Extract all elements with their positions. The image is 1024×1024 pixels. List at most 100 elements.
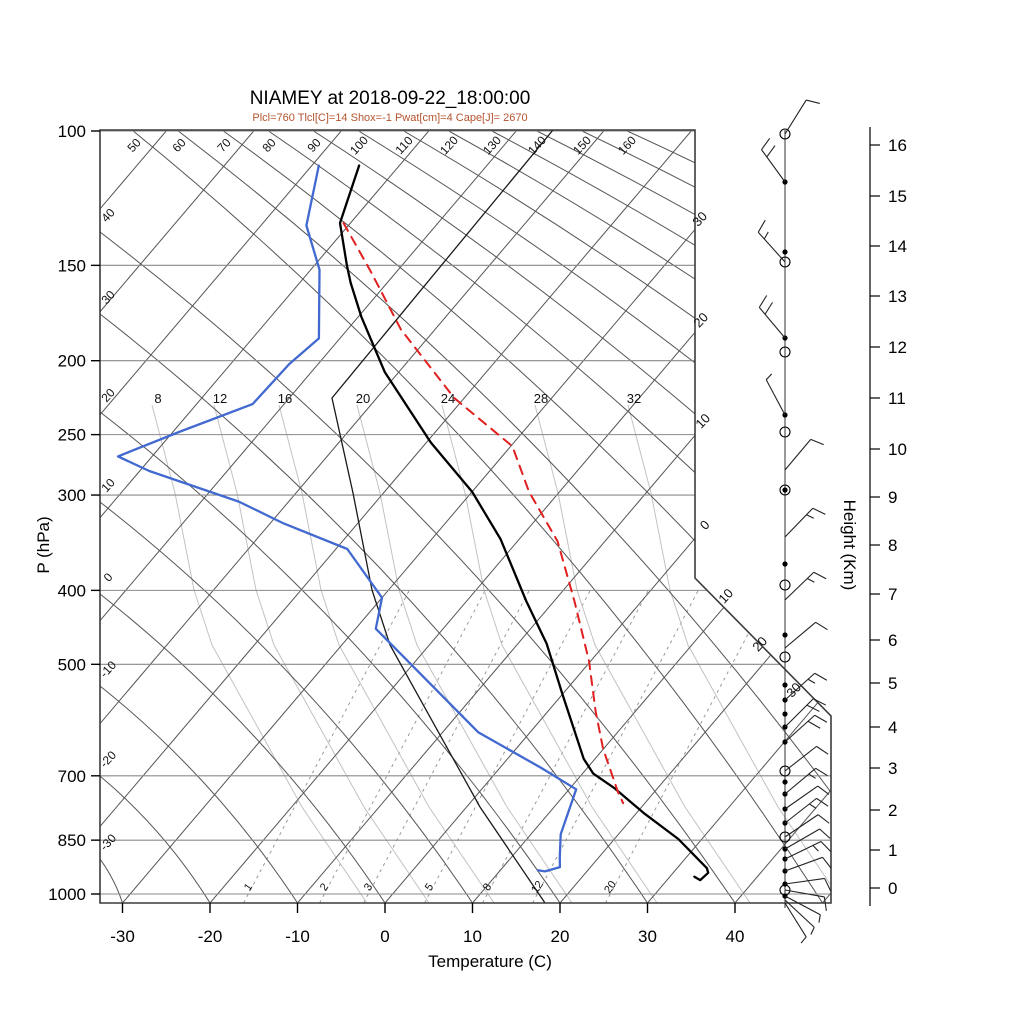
temperature-tick-label: 20 <box>551 927 570 946</box>
moist-adiabat-label: 28 <box>534 391 548 406</box>
wind-barb-half <box>809 803 817 809</box>
dry-adiabat <box>266 130 831 903</box>
temperature-tick-label: 30 <box>638 927 657 946</box>
isotherm-line <box>559 130 831 903</box>
wind-shaft <box>784 856 823 872</box>
dry-adiabat-label: 30 <box>98 287 118 307</box>
temperature-tick-label: -20 <box>198 927 223 946</box>
wind-shaft <box>784 889 825 898</box>
wind-shaft <box>784 745 817 772</box>
wind-shaft <box>784 698 814 728</box>
mixing-ratio-label: 20 <box>602 879 619 896</box>
moist-adiabat-label: 16 <box>278 391 292 406</box>
wind-barb-full <box>757 219 766 233</box>
wind-barb-full <box>819 828 831 839</box>
dry-adiabat <box>100 231 736 903</box>
wind-shaft <box>784 507 814 538</box>
wind-barb-full <box>817 814 830 824</box>
isotherm-line <box>100 130 430 903</box>
mixing-ratio-label: 1 <box>242 881 255 893</box>
temperature-tick-label: -30 <box>110 927 135 946</box>
isotherm-line <box>100 130 343 903</box>
height-tick-label: 1 <box>888 841 897 860</box>
pressure-tick-label: 300 <box>58 486 86 505</box>
isotherm-line <box>100 130 255 903</box>
height-tick-label: 9 <box>888 488 897 507</box>
temperature-tick-label: 0 <box>380 927 389 946</box>
isotherm-label: 0 <box>697 517 713 533</box>
dry-adiabat <box>624 130 831 903</box>
isotherm-line <box>122 130 780 903</box>
wind-shaft <box>784 899 815 928</box>
height-tick-label: 0 <box>888 879 897 898</box>
height-tick-label: 12 <box>888 338 907 357</box>
dry-adiabat <box>100 858 123 903</box>
dry-adiabat <box>579 130 831 903</box>
wind-barb-half <box>765 373 773 381</box>
wind-marker-circle <box>779 256 791 268</box>
wind-shaft <box>784 797 817 824</box>
dry-adiabat <box>100 685 298 903</box>
dry-adiabat-label: 10 <box>98 475 118 495</box>
sounding-indices: Plcl=760 Tlcl[C]=14 Shox=-1 Pwat[cm]=4 C… <box>252 112 528 124</box>
pressure-tick-label: 250 <box>58 426 86 445</box>
isotherm-label: 30 <box>689 209 710 230</box>
dry-adiabat <box>100 501 473 903</box>
height-tick-label: 6 <box>888 631 897 650</box>
wind-barb-full <box>807 720 821 729</box>
mixing-ratio-label: 3 <box>362 881 375 893</box>
wind-shaft <box>784 767 816 795</box>
isotherm-line <box>297 130 831 903</box>
wind-shaft <box>784 439 812 471</box>
isotherm-label: 10 <box>715 586 736 607</box>
wind-marker-circle <box>779 765 791 777</box>
wind-barb-half <box>807 577 815 583</box>
dry-adiabat <box>446 130 831 903</box>
dry-adiabat-label: 130 <box>480 133 504 157</box>
dry-adiabat <box>356 130 831 903</box>
dry-adiabat-label: 40 <box>98 205 118 225</box>
wind-barb-full <box>806 99 820 104</box>
dry-adiabat-label: 20 <box>98 385 118 405</box>
wind-marker-dot <box>782 632 788 638</box>
wind-barb-full <box>806 704 820 712</box>
moist-adiabat-label: 20 <box>356 391 370 406</box>
dry-adiabat-label: 70 <box>214 135 234 155</box>
wind-shaft <box>784 99 807 135</box>
wind-barb-full <box>820 841 832 852</box>
dewpoint-curve <box>116 164 578 873</box>
wind-barb-full <box>815 621 828 631</box>
wind-barb-full <box>761 137 771 150</box>
wind-marker-circle <box>779 426 791 438</box>
isotherm-line <box>647 130 831 903</box>
dry-adiabat-label: 150 <box>570 133 594 157</box>
isotherm-label: 30 <box>783 680 804 701</box>
wind-barb-full <box>766 145 776 158</box>
dry-adiabat-label: 80 <box>259 135 279 155</box>
dry-adiabat <box>100 313 648 903</box>
wind-barbs <box>757 99 832 944</box>
wind-marker-circle <box>779 346 791 358</box>
temperature-tick-label: -10 <box>285 927 310 946</box>
x-axis-label: Temperature (C) <box>428 952 552 971</box>
dry-adiabat-label: 140 <box>525 133 549 157</box>
wind-barb-full <box>815 767 828 777</box>
wind-barb-full <box>810 438 824 446</box>
wind-shaft <box>784 714 816 743</box>
wind-barb-full <box>816 797 829 807</box>
dry-adiabat <box>176 130 831 903</box>
wind-shaft <box>784 672 816 701</box>
dry-adiabat <box>534 130 831 903</box>
wind-marker-circle <box>779 484 791 496</box>
dry-adiabat <box>100 775 211 903</box>
moist-adiabat-highlight <box>331 130 554 903</box>
moist-adiabat <box>213 404 430 903</box>
dry-adiabat-label: 160 <box>615 133 639 157</box>
wind-shaft <box>784 828 820 850</box>
wind-marker-dot <box>782 711 788 717</box>
isotherm-line <box>100 130 693 903</box>
height-tick-label: 2 <box>888 801 897 820</box>
wind-barb-full <box>824 878 832 892</box>
